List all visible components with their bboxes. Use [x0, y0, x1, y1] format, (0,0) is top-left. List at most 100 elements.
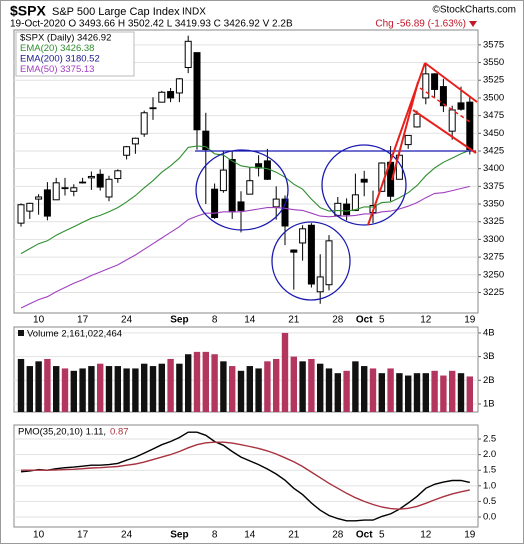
x-tick-label: 17 [77, 315, 89, 326]
x-tick-label: 17 [77, 530, 89, 541]
candle-body [35, 196, 43, 200]
volume-bar [237, 370, 245, 412]
x-tick-label: Oct [356, 315, 373, 326]
volume-bar [308, 358, 315, 412]
legend-label: EMA(50) 3375.13 [20, 64, 94, 75]
x-tick-label: 24 [121, 315, 133, 326]
volume-bar [35, 361, 42, 412]
candle-body [70, 187, 78, 192]
candle-body [272, 198, 280, 208]
x-tick-label: 5 [379, 530, 385, 541]
volume-bar [290, 356, 297, 412]
volume-bar [361, 366, 368, 412]
quote: 19-Oct-2020 O 3493.66 H 3502.42 L 3419.9… [10, 19, 293, 30]
candle-body [290, 249, 298, 253]
channel-line [412, 109, 477, 154]
candle-body [61, 187, 69, 190]
candle-body [175, 78, 183, 94]
panels: 3225 3250 3275 3300 3325 3350 3375 3400 3425 3450… [13, 29, 504, 541]
volume-bar [202, 351, 209, 412]
panel-title: Volume 2,161,022,464 [27, 329, 122, 340]
brand: ©StockCharts.com [432, 5, 516, 16]
candle-body [79, 181, 87, 184]
circle [321, 144, 407, 226]
x-tick-label: 10 [33, 530, 45, 541]
volume-bar [105, 366, 113, 412]
volume-bar [97, 363, 104, 412]
volume-bar [378, 373, 385, 412]
channel-mid-line [419, 87, 471, 123]
volume-bar [334, 373, 341, 412]
channel-line [424, 62, 478, 103]
index-name: S&P 500 Large Cap Index [52, 6, 180, 18]
x-tick-label: 5 [379, 315, 385, 326]
volume-bar [449, 370, 456, 412]
change: Chg -56.89 (-1.63%) [375, 19, 466, 30]
candle-body [457, 102, 465, 110]
volume-bar [387, 368, 394, 412]
annotations [195, 62, 478, 301]
candle-body [343, 203, 351, 216]
volume-bar [53, 366, 60, 412]
line [20, 145, 471, 255]
x-tick-label: 8 [212, 315, 218, 326]
volume-bar [396, 373, 403, 412]
candle-body [96, 173, 104, 188]
x-tick-label: 12 [420, 530, 432, 541]
y-tick-label: 1B [483, 398, 495, 409]
x-tick-label: 10 [33, 315, 45, 326]
circle [271, 221, 351, 301]
volume-bar [61, 368, 69, 412]
y-tick-label: 2.5 [483, 434, 496, 445]
candle-body [431, 73, 439, 90]
volume-bar [413, 373, 421, 412]
candle-body [43, 189, 51, 217]
x-tick-label: 14 [244, 530, 256, 541]
candle-body [123, 146, 131, 156]
volume-bar [264, 361, 271, 412]
volume-bar [79, 368, 86, 412]
candle-body [413, 113, 421, 128]
y-tick-label: 3375 [483, 181, 504, 192]
volume-bar [325, 368, 333, 412]
volume-bar [132, 368, 139, 412]
line [21, 441, 470, 510]
volume-bar [211, 354, 218, 412]
volume-bar [114, 366, 121, 412]
legend-label: EMA(20) 3426.38 [20, 43, 94, 54]
candle-body [360, 178, 368, 183]
candle-body [316, 276, 324, 293]
down-arrow [469, 21, 477, 27]
candle-body [281, 198, 289, 227]
candle-body [255, 163, 263, 169]
circle [195, 149, 289, 231]
candle-body [140, 112, 148, 135]
candle-body [299, 228, 307, 244]
candle-body [184, 40, 192, 68]
candle-body [219, 169, 227, 192]
x-tick-label: 21 [288, 315, 300, 326]
candle-body [334, 202, 342, 216]
volume-bar [193, 351, 201, 412]
legend-swatch [18, 330, 24, 336]
x-tick-label: 12 [420, 315, 432, 326]
panel [13, 424, 479, 528]
candle-body [466, 101, 474, 151]
y-tick-label: 1.5 [483, 465, 496, 476]
legend-label: 0.87 [110, 427, 129, 438]
y-tick-label: 0.5 [483, 496, 496, 507]
volume-bar [466, 376, 473, 412]
y-tick-label: 3325 [483, 216, 504, 227]
y-tick-label: 3350 [483, 199, 504, 210]
candle-body [26, 202, 34, 212]
x-tick-label: 21 [288, 530, 300, 541]
volume-bar [273, 358, 280, 412]
candle-body [439, 86, 447, 107]
volume-bar [229, 366, 236, 412]
volume-bar [176, 363, 183, 412]
line [20, 185, 470, 309]
volume-bar [26, 366, 33, 412]
y-tick-label: 1.0 [483, 480, 496, 491]
